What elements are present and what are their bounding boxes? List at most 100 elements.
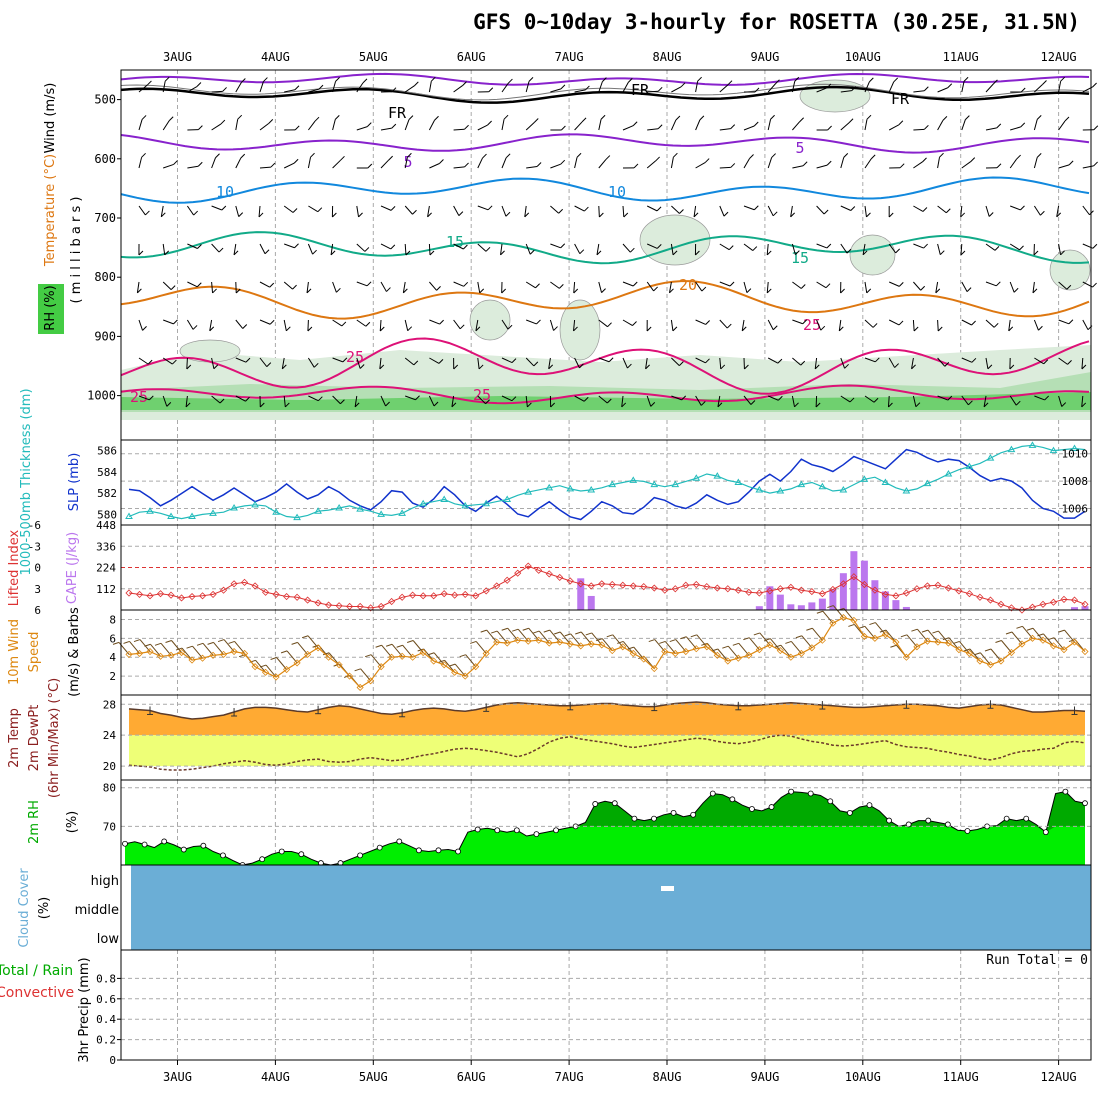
wind-barb-flag — [464, 162, 469, 168]
wind10-barb — [475, 641, 487, 654]
wind-barb-flag — [485, 399, 490, 405]
wind-barb — [1058, 319, 1070, 325]
wind-barb-flag — [413, 81, 419, 87]
wind-barb-flag — [1093, 161, 1098, 167]
wind-barb-flag — [1066, 284, 1072, 290]
wind-barb — [791, 243, 796, 255]
wind-barb — [307, 157, 312, 169]
wind-barb-flag — [196, 282, 202, 288]
wind10-barb — [496, 630, 508, 644]
wind-barb — [671, 357, 680, 366]
wind10-line — [128, 616, 1086, 689]
wind-barb-flag — [220, 119, 226, 125]
wind10-barb-flag — [291, 641, 298, 645]
wind-barb — [332, 281, 337, 293]
wind-barb — [211, 357, 215, 369]
li-marker — [797, 586, 805, 594]
wind-barb — [186, 319, 194, 330]
wind-barb-flag — [358, 212, 363, 218]
wind-barb — [138, 319, 144, 331]
li-marker — [776, 585, 784, 593]
wind-barb-flag — [795, 250, 800, 255]
li-ylabel: Lifted Index — [7, 529, 22, 606]
wind-barb — [259, 281, 270, 288]
wind10-barb-flag — [428, 652, 435, 656]
rh-marker — [670, 809, 677, 816]
li-marker — [135, 590, 144, 598]
wind-barb-flag — [459, 324, 465, 330]
upper-ytick: 900 — [94, 329, 116, 343]
wind10-barb-flag — [406, 640, 414, 643]
wind-barb — [1058, 120, 1066, 131]
wind-barb-flag — [379, 364, 385, 370]
wind-barb — [259, 81, 264, 93]
wind10-marker — [251, 663, 259, 671]
thickness-marker — [356, 505, 365, 512]
wind-barb — [913, 161, 923, 169]
wind10-barb-flag — [186, 645, 193, 649]
wind-barb-flag — [656, 244, 662, 249]
wind-barb-flag — [657, 86, 663, 92]
date-label-top: 6AUG — [457, 50, 486, 64]
li-marker — [1039, 600, 1047, 608]
li-marker — [1007, 604, 1016, 612]
wind-barb — [259, 243, 266, 255]
cape-bar — [1081, 606, 1089, 610]
wind-barb — [719, 243, 730, 251]
wind-barb-flag — [503, 114, 509, 120]
date-label-bottom: 4AUG — [261, 1070, 290, 1084]
wind10-barb-flag — [711, 648, 718, 652]
wind-barb-flag — [508, 78, 513, 84]
thickness-marker — [986, 454, 995, 461]
wind-barb — [840, 157, 845, 169]
wind-barb-flag — [705, 320, 710, 325]
wind-barb-flag — [488, 87, 494, 93]
wind10-marker — [944, 639, 952, 647]
wind10-barb-flag — [207, 641, 214, 645]
thickness-marker — [692, 474, 701, 481]
date-label-bottom: 6AUG — [457, 1070, 486, 1084]
wind-barb-flag — [245, 357, 251, 363]
wind-barb-flag — [945, 208, 951, 214]
wind10-barb — [959, 641, 970, 654]
wind-barb-flag — [408, 115, 414, 121]
wind-barb — [259, 319, 271, 325]
wind-barb — [209, 319, 213, 331]
wind10-marker — [514, 636, 522, 644]
wind10-barb — [769, 638, 781, 651]
wind-barb — [477, 157, 483, 169]
wind-barb-flag — [772, 325, 778, 331]
wind10-ytick: 8 — [109, 613, 116, 626]
wind-barb — [888, 81, 895, 93]
wind-barb — [646, 395, 652, 407]
wind-barb — [741, 319, 745, 331]
wind-barb — [1082, 205, 1090, 216]
wind10-barb-flag — [259, 664, 267, 668]
wind-barb — [596, 243, 600, 255]
wind10-barb-flag — [995, 640, 1002, 643]
wind10-barb-flag — [417, 648, 424, 652]
thickness-marker — [650, 480, 659, 488]
li-marker — [755, 589, 763, 597]
wind10-barb-flag — [165, 640, 172, 643]
wind10-marker — [745, 651, 753, 659]
wind-barb — [840, 357, 846, 369]
wind-barb-flag — [657, 124, 663, 130]
rh-marker — [298, 851, 305, 858]
wind10-barb-flag — [911, 628, 918, 632]
wind-barb-flag — [851, 86, 857, 91]
wind-barb-flag — [238, 212, 244, 217]
rh-marker — [278, 848, 285, 855]
wind-barb-flag — [366, 122, 372, 128]
wind-barb-flag — [237, 114, 243, 120]
wind-barb — [961, 281, 968, 292]
wind-barb — [283, 319, 287, 331]
wind-barb — [380, 281, 387, 292]
li-marker — [240, 578, 249, 586]
dewpt-line — [128, 734, 1086, 771]
wind-barb-flag — [259, 402, 265, 408]
li-marker — [860, 580, 868, 589]
li-marker — [902, 589, 910, 597]
wind-barb-flag — [898, 320, 904, 326]
cape-bar — [808, 602, 816, 610]
